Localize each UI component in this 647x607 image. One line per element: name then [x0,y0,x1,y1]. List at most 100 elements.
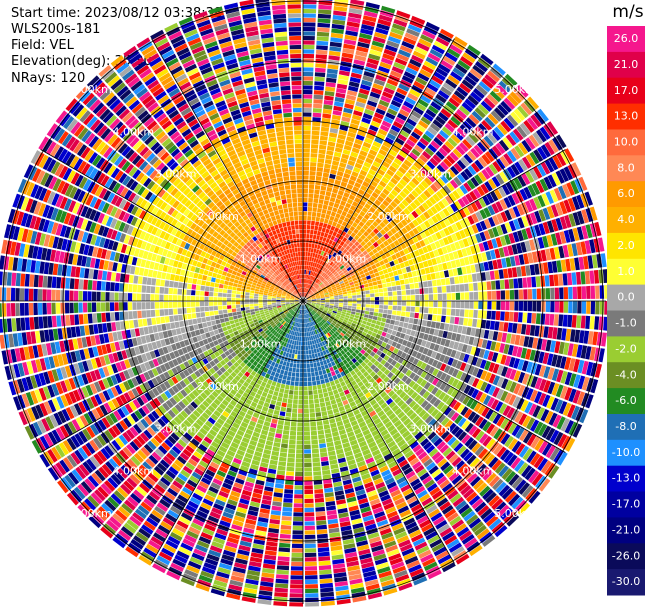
ppi-cell [313,362,317,368]
ppi-cell [374,324,380,330]
ppi-cell [283,498,293,503]
ppi-cell [434,203,442,212]
ppi-cell [310,421,317,427]
ppi-cell [393,239,400,247]
ppi-cell [416,256,423,263]
ppi-cell [298,390,303,396]
ppi-cell [352,266,357,272]
ppi-cell [332,188,339,194]
ppi-cell [530,436,541,449]
ppi-cell [504,311,510,322]
ppi-cell [334,101,344,107]
ppi-cell [354,218,361,225]
ppi-cell [518,159,528,172]
ppi-cell [371,213,378,221]
ppi-cell [511,267,518,278]
ppi-cell [329,128,339,134]
ppi-cell [521,172,531,185]
ppi-cell [580,315,586,329]
ppi-cell [368,270,374,275]
ppi-cell [416,141,427,150]
ppi-cell [336,88,347,94]
ppi-cell [506,94,519,107]
ppi-cell [468,309,474,318]
ppi-cell [356,301,362,304]
ppi-cell [396,53,410,62]
ppi-cell [574,257,580,271]
ppi-cell [313,277,317,282]
ppi-cell [532,301,537,312]
ppi-cell [483,135,494,147]
ppi-cell [313,257,317,263]
ppi-cell [461,266,467,275]
ppi-cell [355,286,360,290]
ppi-cell [336,194,343,200]
ppi-cell [481,154,491,165]
ppi-cell [296,341,299,346]
ppi-cell [458,393,467,403]
ppi-cell [510,147,521,160]
ppi-cell [329,261,334,266]
ppi-cell [542,394,551,408]
ppi-cell [325,247,329,253]
ppi-cell [392,310,397,315]
ppi-cell [413,318,419,325]
ppi-cell [334,147,343,153]
ppi-cell [368,217,375,224]
ppi-cell [463,488,475,499]
ppi-cell [421,150,432,160]
ppi-cell [321,600,335,607]
ppi-cell [274,437,282,443]
ppi-cell [414,174,423,183]
ppi-cell [467,355,474,365]
ppi-cell [459,382,468,392]
ppi-cell [408,259,414,266]
ppi-cell [465,491,478,503]
ppi-cell [333,202,340,209]
ppi-cell [505,380,513,391]
ppi-cell [406,306,411,312]
ppi-cell [459,309,465,317]
ppi-cell [437,247,444,256]
ppi-cell [531,251,538,263]
ppi-cell [372,374,380,381]
ppi-cell [601,332,607,347]
ppi-cell [332,14,346,21]
ppi-cell [364,271,370,277]
ppi-cell [431,258,438,266]
ppi-cell [551,354,558,367]
ppi-cell [325,437,333,443]
ppi-cell [522,277,528,288]
ppi-cell [325,263,329,269]
ppi-cell [443,355,450,364]
ppi-cell [422,347,429,355]
ppi-cell [373,210,381,217]
ppi-cell [463,256,470,266]
ppi-cell [543,366,551,379]
ppi-cell [412,235,419,243]
ppi-cell [470,327,476,337]
ppi-cell [311,287,315,291]
ppi-cell [307,216,312,221]
ppi-cell [440,86,452,96]
ppi-cell [307,302,312,304]
ppi-cell [549,447,560,461]
ppi-cell [418,421,427,431]
ppi-cell [566,182,575,196]
ppi-cell [430,273,436,280]
ppi-cell [318,434,325,440]
ppi-cell [549,274,555,287]
ppi-cell [415,352,422,360]
ppi-cell [401,327,407,334]
ppi-cell [378,14,393,23]
ppi-cell [494,401,504,412]
ppi-cell [322,419,330,425]
ppi-cell [439,161,449,171]
ppi-cell [353,110,363,117]
ppi-cell [414,46,428,56]
ppi-cell [334,179,341,186]
ppi-cell [366,188,374,195]
ppi-cell [572,212,581,226]
ppi-cell [424,267,431,274]
ppi-cell [271,381,277,387]
